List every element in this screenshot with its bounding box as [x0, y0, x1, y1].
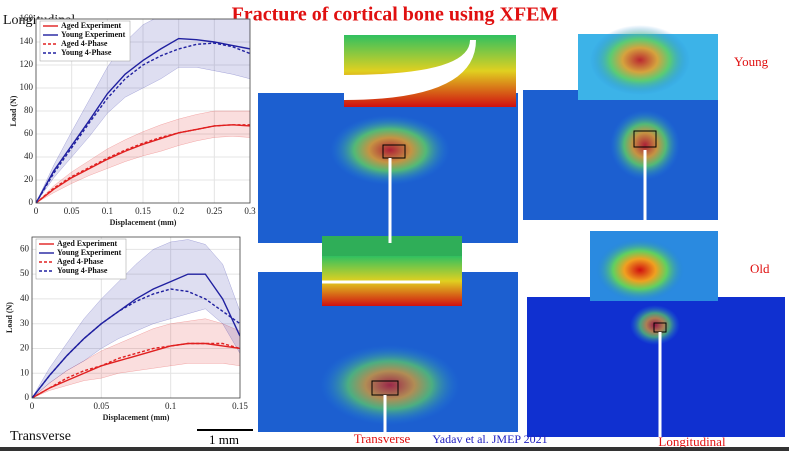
y-tick-label: 60 — [24, 128, 34, 138]
series-line — [32, 288, 240, 398]
error-band — [32, 318, 240, 398]
fem-transverse — [258, 35, 518, 432]
y-tick-label: 0 — [29, 197, 34, 207]
y-tick-label: 120 — [20, 59, 34, 69]
legend-label: Young Experiment — [61, 30, 126, 39]
y-tick-label: 50 — [20, 268, 30, 278]
chart: 0 20 40 60 80 100 120 140 160 0 0.05 0.1 0.15 0.2 0.25… — [9, 13, 256, 227]
y-tick-label: 10 — [20, 367, 30, 377]
legend-box — [39, 20, 131, 62]
y-tick-label: 40 — [20, 293, 30, 303]
x-axis-label: Displacement (mm) — [103, 413, 170, 422]
x-tick-label: 0.05 — [64, 206, 80, 216]
legend-label: Aged Experiment — [57, 239, 118, 248]
x-tick-label: 0 — [30, 401, 35, 411]
x-tick-label: 0.1 — [165, 401, 176, 411]
x-tick-label: 0.05 — [93, 401, 109, 411]
caption: Longitudinal — [658, 434, 726, 449]
x-tick-label: 0.25 — [206, 206, 222, 216]
x-axis-label: Displacement (mm) — [110, 218, 177, 227]
x-tick-label: 0.3 — [244, 206, 256, 216]
y-tick-label: 20 — [20, 343, 30, 353]
plot-frame — [31, 236, 241, 399]
series-line — [36, 37, 250, 203]
y-tick-label: 140 — [20, 36, 34, 46]
legend-label: Young 4-Phase — [57, 266, 108, 275]
series-line — [36, 42, 250, 203]
series-line — [32, 273, 240, 398]
error-band — [36, 110, 250, 203]
y-tick-label: 60 — [20, 243, 30, 253]
y-tick-label: 0 — [25, 392, 30, 402]
x-tick-label: 0.1 — [102, 206, 113, 216]
y-axis-label: Load (N) — [5, 302, 14, 333]
x-tick-label: 0.15 — [232, 401, 248, 411]
fem-longitudinal — [523, 25, 785, 437]
y-tick-label: 30 — [20, 318, 30, 328]
section-label: Transverse — [10, 429, 71, 444]
x-tick-label: 0 — [34, 206, 39, 216]
y-tick-label: 20 — [24, 174, 34, 184]
bottom-strip — [0, 447, 789, 451]
plot-layer — [32, 239, 240, 398]
y-tick-label: 100 — [20, 82, 34, 92]
legend-label: Young 4-Phase — [61, 48, 112, 57]
series-line — [32, 342, 240, 398]
legend-label: Aged 4-Phase — [61, 39, 108, 48]
citation: Yadav et al. JMEP 2021 — [432, 432, 547, 446]
image-label: Young — [734, 54, 769, 69]
caption: Transverse — [354, 431, 411, 446]
legend-label: Young Experiment — [57, 248, 122, 257]
plot-layer — [36, 19, 250, 203]
scale-label: 1 mm — [209, 432, 239, 447]
y-tick-label: 160 — [20, 13, 34, 23]
series-line — [36, 124, 250, 203]
legend-box — [35, 238, 127, 280]
y-axis-label: Load (N) — [9, 95, 18, 126]
error-band — [32, 239, 240, 398]
y-tick-label: 80 — [24, 105, 34, 115]
slide-title: Fracture of cortical bone using XFEM — [232, 4, 559, 26]
chart: 0 10 20 30 40 50 60 0 0.05 0.1 0.15 Aged Experiment… — [5, 236, 248, 422]
error-band — [36, 19, 250, 203]
plot-frame — [35, 18, 251, 204]
legend-label: Aged 4-Phase — [57, 257, 104, 266]
y-tick-label: 40 — [24, 151, 34, 161]
legend-label: Aged Experiment — [61, 21, 122, 30]
x-tick-label: 0.15 — [135, 206, 151, 216]
x-tick-label: 0.2 — [173, 206, 184, 216]
image-label: Old — [750, 261, 770, 276]
